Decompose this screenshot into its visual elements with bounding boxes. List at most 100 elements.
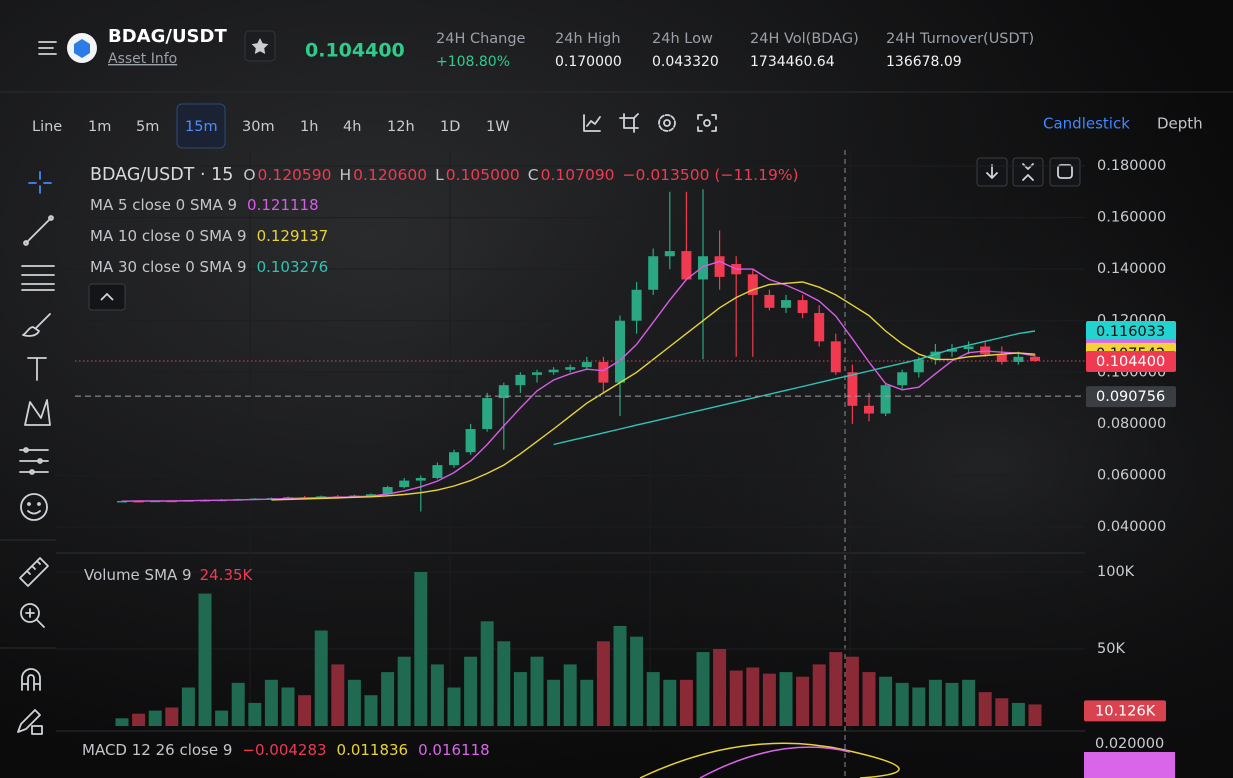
- volume-bar: [746, 667, 760, 726]
- volume-tick-label: 50K: [1097, 641, 1125, 657]
- interval-button[interactable]: 5m: [136, 119, 159, 135]
- volume-bar: [613, 625, 627, 726]
- ohlc-value: 0.120600: [353, 166, 427, 184]
- macd-tick-label: 0.020000: [1095, 736, 1164, 752]
- interval-button[interactable]: 1W: [486, 119, 510, 135]
- indicator-icon[interactable]: [583, 114, 601, 132]
- text-tool[interactable]: [27, 357, 47, 381]
- volume-bar: [497, 641, 511, 726]
- star-icon: [251, 38, 269, 54]
- interval-button[interactable]: 12h: [387, 119, 415, 135]
- volume-bar: [563, 664, 577, 726]
- candle-body: [698, 256, 708, 280]
- interval-button[interactable]: Line: [32, 119, 62, 135]
- candle-body: [432, 465, 443, 479]
- menu-icon[interactable]: [38, 41, 57, 55]
- ohlc-value: 0.105000: [446, 166, 520, 184]
- candle-body: [548, 369, 559, 373]
- volume-bar: [364, 695, 378, 726]
- screenshot-icon[interactable]: [697, 114, 717, 132]
- candle-body: [1030, 356, 1040, 361]
- candle-body: [648, 256, 659, 290]
- moving-average-line: [271, 281, 1036, 501]
- trendline-tool[interactable]: [23, 215, 54, 246]
- candle-body: [133, 500, 144, 503]
- prediction-tool[interactable]: [19, 447, 49, 475]
- ohlc-key: O: [243, 166, 255, 184]
- y-tick-label: 0.040000: [1097, 519, 1166, 535]
- lock-drawing-tool[interactable]: [17, 709, 43, 735]
- stat-value: 0.043320: [652, 54, 719, 70]
- volume-bar: [978, 692, 992, 726]
- crosshair-tool[interactable]: [28, 171, 52, 194]
- candle-body: [681, 251, 692, 280]
- macd-legend: MACD 12 26 close 9 −0.004283 0.011836 0.016…: [82, 741, 490, 759]
- macd-tag: [1084, 752, 1175, 778]
- interval-button[interactable]: 4h: [343, 119, 361, 135]
- volume-tag-label: 10.126K: [1095, 703, 1156, 719]
- view-tab[interactable]: Depth: [1157, 115, 1203, 133]
- collapse-legend-button[interactable]: [88, 283, 126, 311]
- settings-icon[interactable]: [658, 114, 676, 132]
- volume-bar: [779, 672, 793, 726]
- emoji-tool[interactable]: [20, 493, 48, 521]
- stat-value: 0.170000: [555, 54, 622, 70]
- interval-button[interactable]: 1h: [300, 119, 318, 135]
- candle-body: [465, 429, 476, 453]
- interval-button[interactable]: 15m: [185, 119, 218, 135]
- volume-bar: [895, 682, 909, 726]
- stat-value: 136678.09: [886, 54, 962, 70]
- volume-bar: [215, 710, 229, 726]
- brush-tool[interactable]: [22, 313, 51, 337]
- macd-value: 0.011836: [337, 741, 409, 759]
- volume-bar: [181, 687, 195, 726]
- candle-body: [963, 346, 974, 350]
- ma-legend: MA 30 close 0 SMA 9 0.103276: [90, 258, 328, 276]
- candle-body: [980, 346, 991, 355]
- volume-bar: [829, 652, 843, 726]
- ohlc-key: L: [435, 166, 444, 184]
- pair-name: BDAG/USDT: [108, 26, 227, 47]
- volume-bar: [547, 679, 561, 726]
- collapse-button[interactable]: [1012, 157, 1044, 187]
- ohlc-legend: BDAG/USDT · 15 O 0.120590 H 0.120600 L 0.10500…: [90, 165, 799, 185]
- price-tag: [1086, 320, 1176, 342]
- volume-bar: [298, 695, 312, 726]
- candle-body: [498, 385, 509, 399]
- volume-bar: [231, 682, 245, 726]
- ruler-tool[interactable]: [19, 557, 49, 587]
- parallel-lines-tool[interactable]: [21, 265, 55, 291]
- stat-value: 1734460.64: [750, 54, 835, 70]
- volume-bar: [1028, 704, 1042, 726]
- moving-average-line: [553, 330, 1036, 446]
- crop-icon[interactable]: [619, 113, 639, 133]
- volume-bar: [945, 682, 959, 726]
- volume-bar: [414, 572, 428, 726]
- zoom-tool[interactable]: [20, 603, 45, 628]
- volume-bar: [530, 656, 544, 726]
- volume-sma: 24.35K: [200, 566, 254, 584]
- magnet-tool[interactable]: [21, 668, 41, 691]
- macd-value: 0.016118: [418, 741, 490, 759]
- asset-info-link[interactable]: Asset Info: [108, 51, 177, 67]
- pattern-tool[interactable]: [24, 399, 51, 426]
- stat-label: 24H Vol(BDAG): [750, 31, 859, 47]
- interval-button[interactable]: 30m: [242, 119, 275, 135]
- volume-tag: [1084, 700, 1166, 722]
- candle-body: [515, 374, 526, 386]
- fullscreen-button[interactable]: [1049, 157, 1081, 187]
- volume-legend: Volume SMA 9 24.35K: [84, 566, 254, 584]
- candle-body: [864, 405, 874, 414]
- volume-bar: [165, 707, 179, 726]
- interval-button[interactable]: 1D: [440, 119, 460, 135]
- ma-name: MA 10 close 0 SMA 9: [90, 227, 247, 245]
- interval-button[interactable]: 1m: [88, 119, 111, 135]
- view-tab[interactable]: Candlestick: [1043, 115, 1130, 133]
- candle-body: [797, 300, 808, 313]
- stat-label: 24h High: [555, 31, 621, 47]
- volume-bar: [912, 687, 926, 726]
- macd-label: MACD 12 26 close 9: [82, 741, 232, 759]
- volume-bar: [198, 593, 212, 726]
- volume-bar: [397, 656, 411, 726]
